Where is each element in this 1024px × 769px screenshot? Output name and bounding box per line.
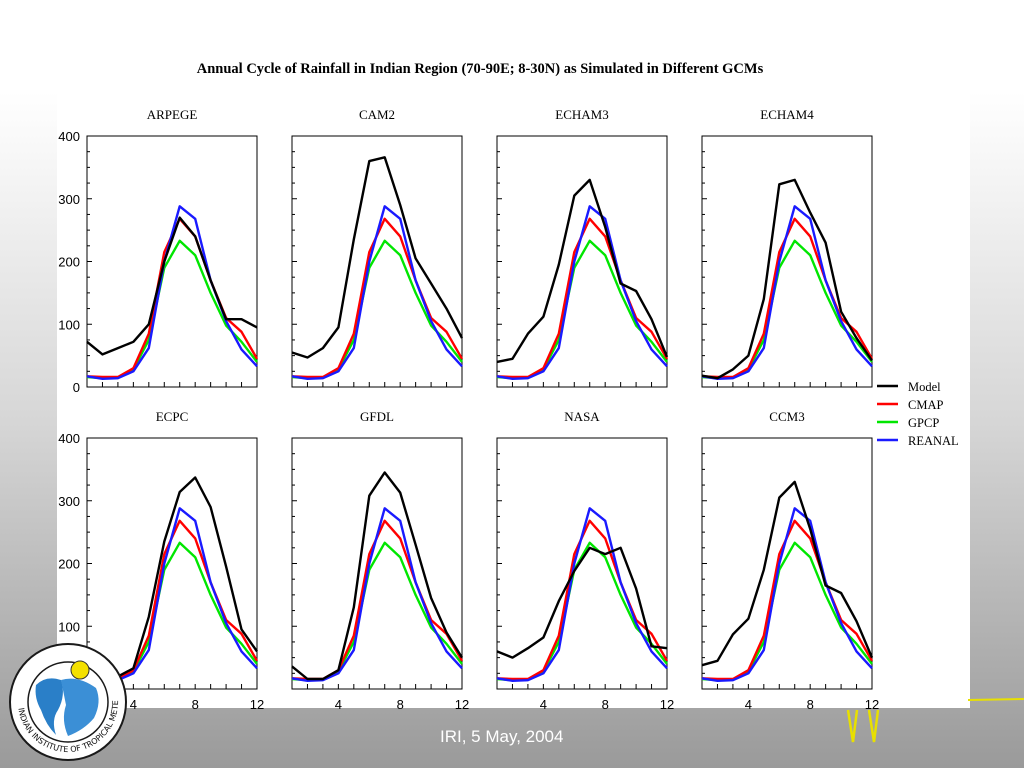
series-model xyxy=(496,546,668,659)
panel-echam3: ECHAM3 xyxy=(496,107,669,388)
x-tick-label: 4 xyxy=(745,697,752,712)
x-tick-label: 8 xyxy=(602,697,609,712)
panel-cam2: CAM2 xyxy=(291,107,464,388)
x-tick-label: 12 xyxy=(660,697,674,712)
legend-label-cmap: CMAP xyxy=(908,398,943,412)
panel-title: ECHAM3 xyxy=(555,107,608,122)
panel-title: ARPEGE xyxy=(147,107,198,122)
series-model xyxy=(496,178,669,364)
x-tick-label: 8 xyxy=(807,697,814,712)
series-reanal xyxy=(496,205,668,380)
y-tick-label: 100 xyxy=(58,317,80,332)
x-tick-label: 8 xyxy=(397,697,404,712)
series-reanal xyxy=(291,507,463,682)
y-tick-label: 300 xyxy=(58,494,80,509)
panel-gfdl: GFDL 4 8 12 xyxy=(291,409,469,712)
series-reanal xyxy=(701,507,873,682)
legend-label-model: Model xyxy=(908,380,941,394)
x-tick-label: 8 xyxy=(192,697,199,712)
x-tick-label: 4 xyxy=(130,697,137,712)
panel-title: ECHAM4 xyxy=(760,107,814,122)
series-model xyxy=(86,216,258,356)
yellow-decoration xyxy=(846,698,1024,743)
series-model xyxy=(291,156,464,359)
x-tick-label: 4 xyxy=(335,697,342,712)
y-tick-label: 200 xyxy=(58,255,80,270)
y-tick-label: 0 xyxy=(73,380,80,395)
series-reanal xyxy=(701,205,873,380)
y-tick-label: 400 xyxy=(58,431,80,446)
series-reanal xyxy=(291,205,463,380)
panel-title: GFDL xyxy=(360,409,394,424)
panel-arpege: ARPEGE 0 100 200 300 400 xyxy=(58,107,259,395)
panel-title: CAM2 xyxy=(359,107,395,122)
chart-background xyxy=(57,58,970,708)
legend-label-gpcp: GPCP xyxy=(908,416,939,430)
footer-text: IRI, 5 May, 2004 xyxy=(440,727,564,746)
x-tick-label: 4 xyxy=(540,697,547,712)
series-model xyxy=(701,178,873,380)
panel-title: CCM3 xyxy=(769,409,804,424)
legend-label-reanal: REANAL xyxy=(908,434,959,448)
panel-title: NASA xyxy=(564,409,600,424)
panel-nasa: NASA 4 8 12 xyxy=(496,409,674,712)
y-tick-label: 200 xyxy=(58,557,80,572)
chart-title: Annual Cycle of Rainfall in Indian Regio… xyxy=(197,61,764,77)
panel-echam4: ECHAM4 xyxy=(701,107,874,388)
y-tick-label: 400 xyxy=(58,129,80,144)
panel-ccm3: CCM3 4 8 12 xyxy=(701,409,879,712)
panel-title: ECPC xyxy=(156,409,189,424)
x-tick-label: 12 xyxy=(865,697,879,712)
series-reanal xyxy=(86,205,258,380)
x-tick-label: 12 xyxy=(250,697,264,712)
series-reanal xyxy=(496,507,668,682)
series-model xyxy=(701,480,874,667)
iitm-logo: INDIAN INSTITUTE OF TROPICAL METEOROLOGY xyxy=(3,633,130,764)
series-model xyxy=(291,471,464,681)
x-tick-label: 12 xyxy=(455,697,469,712)
chart-legend: Model CMAP GPCP REANAL xyxy=(877,380,959,448)
y-tick-label: 100 xyxy=(58,619,80,634)
y-tick-label: 300 xyxy=(58,192,80,207)
